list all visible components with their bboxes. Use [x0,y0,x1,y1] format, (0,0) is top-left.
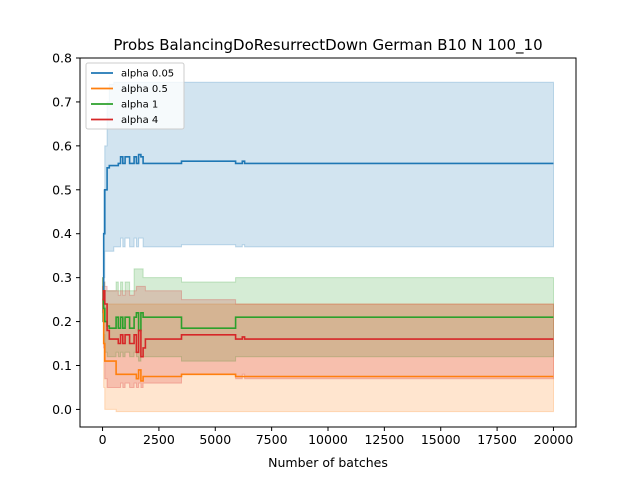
legend-box [85,62,185,130]
x-tick-label: 20000 [534,432,574,447]
y-tick-label: 0.1 [52,358,72,373]
series-lines [102,153,554,382]
y-tick-label: 0.5 [52,182,72,197]
confidence-bands [102,81,554,413]
line-series-3 [102,289,554,358]
legend-items: alpha 0.05 alpha 0.5 alpha 1 alpha 4 [91,69,174,126]
x-tick-label: 5000 [199,432,231,447]
legend-label: alpha 1 [121,100,158,111]
chart-title: Probs BalancingDoResurrectDown German B1… [113,36,542,55]
x-axis-title: Number of batches [268,455,388,470]
band-series-2 [102,268,554,362]
y-tick-label: 0.6 [52,138,72,153]
legend-label: alpha 0.05 [121,69,174,80]
legend: alpha 0.05 alpha 0.5 alpha 1 alpha 4 [85,62,185,130]
y-tick-label: 0.7 [52,94,72,109]
x-tick-label: 15000 [421,432,461,447]
x-tick-label: 17500 [477,432,517,447]
x-tick-label: 2500 [143,432,175,447]
line-series-1 [102,298,554,382]
line-series-2 [102,298,554,332]
x-tick-label: 12500 [364,432,404,447]
x-tick-label: 7500 [256,432,288,447]
x-tick-label: 10000 [308,432,348,447]
y-tick-label: 0.0 [52,402,72,417]
line-series-0 [102,153,554,301]
y-tick-label: 0.4 [52,226,72,241]
legend-label: alpha 4 [121,115,158,126]
legend-label: alpha 0.5 [121,84,168,95]
y-tick-label: 0.3 [52,270,72,285]
y-tick-label: 0.8 [52,51,72,66]
y-axis-ticks: 0.0 0.1 0.2 0.3 0.4 0.5 0.6 0.7 0.8 [52,51,80,417]
y-tick-label: 0.2 [52,314,72,329]
band-series-1 [102,277,554,413]
x-tick-label: 0 [99,432,107,447]
x-axis-ticks: 0 2500 5000 7500 10000 12500 15000 17500 20000 [99,427,574,447]
